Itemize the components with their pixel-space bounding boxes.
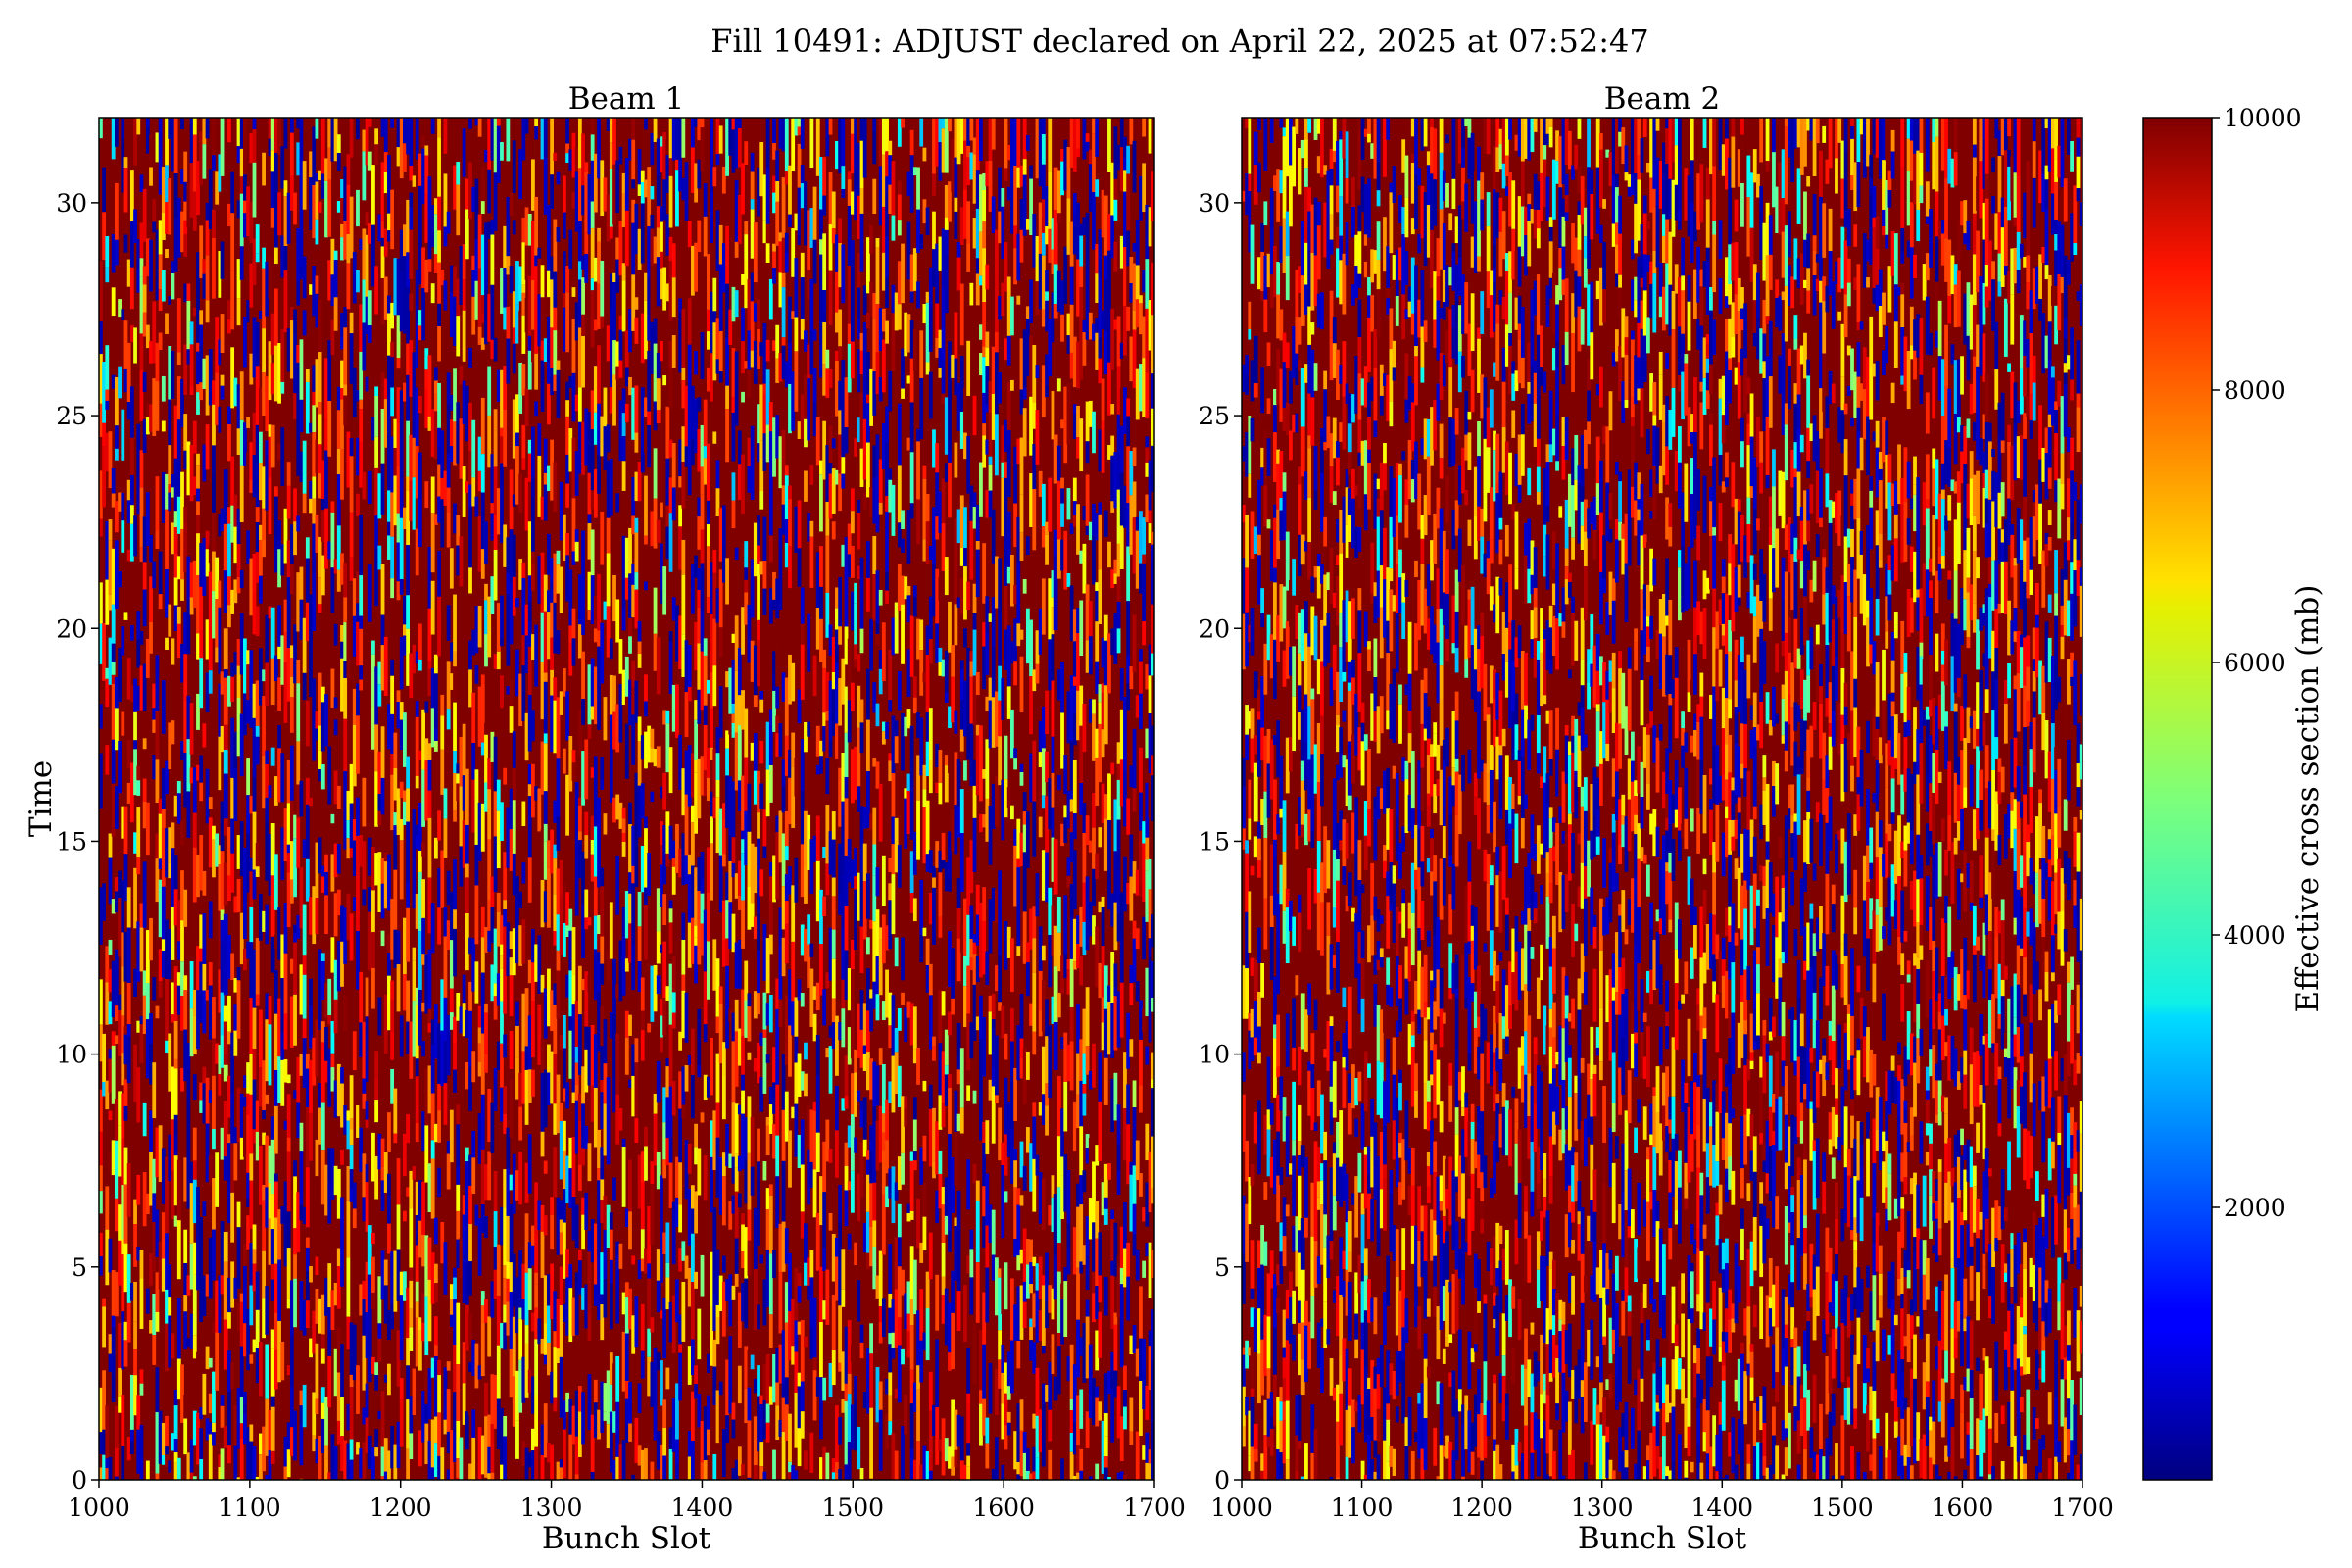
y-tick-label: 30 (56, 189, 87, 218)
y-tick-label: 5 (1214, 1253, 1230, 1282)
x-tick-label: 1500 (821, 1494, 884, 1522)
colorbar-ticks: 2000 4000 6000 8000 10000 (2212, 104, 2302, 1222)
beam-2-heatmap (1242, 118, 2082, 1480)
colorbar-tick-label: 8000 (2224, 376, 2286, 405)
beam-2-panel: Beam 2 1000 1100 1200 1300 1400 1500 1600 1700 … (1199, 81, 2114, 1556)
x-tick-label: 1300 (520, 1494, 583, 1522)
beam-1-panel: Beam 1 1000 1100 1200 1300 1400 1500 1600 1700 … (24, 81, 1186, 1556)
beam-2-title: Beam 2 (1604, 81, 1721, 117)
x-tick-label: 1200 (369, 1494, 432, 1522)
beam-2-frame (1241, 117, 2083, 1481)
colorbar-label: Effective cross section (mb) (2290, 585, 2326, 1013)
x-tick-label: 1300 (1571, 1494, 1634, 1522)
figure-title: Fill 10491: ADJUST declared on April 22,… (710, 23, 1648, 60)
y-tick-label: 20 (1199, 614, 1230, 643)
y-tick-label: 30 (1199, 189, 1230, 218)
x-tick-label: 1700 (1123, 1494, 1186, 1522)
y-tick-label: 10 (1199, 1041, 1230, 1069)
y-tick-label: 20 (56, 614, 87, 643)
y-tick-label: 0 (72, 1466, 87, 1494)
y-tick-label: 25 (1199, 402, 1230, 430)
y-tick-label: 10 (56, 1041, 87, 1069)
x-tick-label: 1000 (1210, 1494, 1273, 1522)
beam-2-xlabel: Bunch Slot (1578, 1521, 1747, 1556)
colorbar-gradient (2142, 117, 2213, 1481)
beam-1-x-ticks: 1000 1100 1200 1300 1400 1500 1600 1700 (68, 1480, 1186, 1522)
colorbar: 2000 4000 6000 8000 10000 Effective cross se… (2142, 104, 2326, 1481)
beam-2-x-ticks: 1000 1100 1200 1300 1400 1500 1600 1700 (1210, 1480, 2114, 1522)
beam-1-heatmap (99, 118, 1154, 1480)
colorbar-tick-label: 2000 (2224, 1194, 2286, 1222)
beam-1-xlabel: Bunch Slot (542, 1521, 711, 1556)
x-tick-label: 1400 (671, 1494, 734, 1522)
colorbar-tick-label: 4000 (2224, 921, 2286, 950)
x-tick-label: 1600 (1932, 1494, 1994, 1522)
colorbar-tick-label: 6000 (2224, 649, 2286, 677)
x-tick-label: 1200 (1450, 1494, 1513, 1522)
y-tick-label: 15 (1199, 827, 1230, 856)
beam-2-y-ticks: 0 5 10 15 20 25 30 (1199, 189, 1242, 1494)
x-tick-label: 1100 (219, 1494, 281, 1522)
x-tick-label: 1400 (1690, 1494, 1753, 1522)
colorbar-tick-label: 10000 (2224, 104, 2302, 132)
x-tick-label: 1700 (2051, 1494, 2114, 1522)
x-tick-label: 1600 (972, 1494, 1035, 1522)
beam-1-y-ticks: 0 5 10 15 20 25 30 (56, 189, 99, 1494)
y-tick-label: 25 (56, 402, 87, 430)
y-tick-label: 0 (1214, 1466, 1230, 1494)
x-tick-label: 1000 (68, 1494, 130, 1522)
beam-1-title: Beam 1 (568, 81, 685, 117)
beam-1-ylabel: Time (24, 760, 59, 837)
y-tick-label: 5 (72, 1253, 87, 1282)
beam-1-frame (98, 117, 1155, 1481)
x-tick-label: 1100 (1331, 1494, 1394, 1522)
y-tick-label: 15 (56, 827, 87, 856)
x-tick-label: 1500 (1811, 1494, 1874, 1522)
